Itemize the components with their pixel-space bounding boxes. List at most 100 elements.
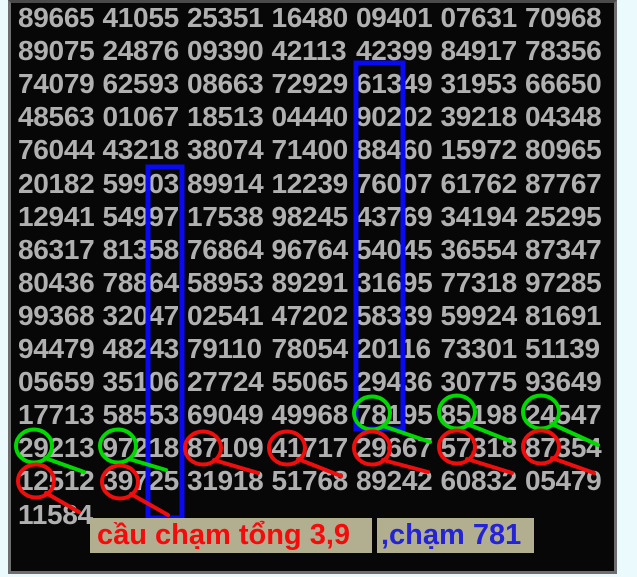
lottery-number: 31918 <box>187 465 264 497</box>
lottery-number: 62593 <box>102 68 180 100</box>
number-row: 17713 58553 69049 49968 78195 85198 24547 <box>18 398 618 432</box>
lottery-number: 55065 <box>271 366 349 398</box>
lottery-number: 36554 <box>440 233 518 265</box>
lottery-number: 76007 <box>356 167 433 199</box>
number-row: 12941 54997 17538 98245 43769 34194 25295 <box>18 200 618 234</box>
lottery-number: 89665 <box>18 2 95 33</box>
lottery-number: 12512 <box>18 465 95 497</box>
lottery-number: 93649 <box>525 366 602 398</box>
lottery-number: 99368 <box>18 299 95 331</box>
lottery-number: 88460 <box>356 134 433 166</box>
lottery-number: 87109 <box>187 432 264 464</box>
lottery-number: 80436 <box>18 266 95 298</box>
lottery-number: 35106 <box>102 366 180 398</box>
lottery-number: 61349 <box>356 68 433 100</box>
lottery-number: 02541 <box>187 299 264 331</box>
lottery-number: 60832 <box>440 465 518 497</box>
lottery-number: 31695 <box>356 266 433 298</box>
number-row: 29213 97218 87109 41717 29667 57318 87354 <box>18 431 618 465</box>
number-row: 89075 24876 09390 42113 42399 84917 78356 <box>18 34 618 68</box>
lottery-number: 76044 <box>18 134 95 166</box>
lottery-number: 30775 <box>440 366 518 398</box>
lottery-number: 04348 <box>525 101 602 133</box>
lottery-number: 66650 <box>525 68 602 100</box>
lottery-number: 24547 <box>525 399 602 431</box>
lottery-number: 84917 <box>440 35 518 67</box>
lottery-number: 47202 <box>271 299 349 331</box>
lottery-number: 48563 <box>18 101 95 133</box>
lottery-number: 41717 <box>271 432 349 464</box>
lottery-number: 43218 <box>102 134 180 166</box>
lottery-number: 69049 <box>187 399 264 431</box>
number-grid: 89665 41055 25351 16480 09401 07631 70968 89075… <box>18 1 623 541</box>
lottery-number: 57318 <box>440 432 518 464</box>
lottery-number: 78195 <box>356 399 433 431</box>
lottery-number: 01067 <box>102 101 180 133</box>
lottery-number: 09390 <box>187 35 264 67</box>
lottery-number: 07631 <box>440 2 518 33</box>
lottery-number: 58953 <box>187 266 264 298</box>
lottery-number: 31953 <box>440 68 518 100</box>
lottery-number: 94479 <box>18 333 95 364</box>
lottery-number: 54997 <box>102 200 180 232</box>
lottery-number: 25351 <box>187 2 264 33</box>
lottery-number: 77318 <box>440 266 518 298</box>
lottery-number: 42399 <box>356 35 433 67</box>
lottery-number: 27724 <box>187 366 264 398</box>
lottery-number: 98245 <box>271 200 349 232</box>
lottery-number: 12239 <box>271 167 349 199</box>
lottery-number: 17713 <box>18 399 95 431</box>
lottery-number: 89242 <box>356 465 433 497</box>
number-row: 12512 39725 31918 51768 89242 60832 05479 <box>18 464 618 498</box>
lottery-number: 78054 <box>271 333 349 364</box>
lottery-number: 58553 <box>102 399 180 431</box>
lottery-number: 20116 <box>356 333 431 364</box>
lottery-number: 78864 <box>102 266 180 298</box>
lottery-number: 51139 <box>525 333 600 364</box>
lottery-number: 25295 <box>525 200 602 232</box>
lottery-number: 74079 <box>18 68 95 100</box>
number-row: 94479 48243 79110 78054 20116 73301 51139 <box>18 332 618 366</box>
lottery-number: 59924 <box>440 299 518 331</box>
lottery-number: 29213 <box>18 432 95 464</box>
number-row: 86317 81358 76864 96764 54045 36554 87347 <box>18 233 618 267</box>
lottery-number: 29436 <box>356 366 433 398</box>
lottery-number: 43769 <box>356 200 433 232</box>
lottery-number: 17538 <box>187 200 264 232</box>
lottery-number: 87767 <box>525 167 602 199</box>
lottery-number: 34194 <box>440 200 518 232</box>
lottery-number: 58339 <box>356 299 433 331</box>
label-cham-781: ,chạm 781 <box>377 518 534 553</box>
number-row: 89665 41055 25351 16480 09401 07631 70968 <box>18 1 618 35</box>
lottery-number: 80965 <box>525 134 602 166</box>
lottery-number: 09401 <box>356 2 433 33</box>
lottery-number: 54045 <box>356 233 433 265</box>
lottery-number: 11584 <box>18 498 93 530</box>
lottery-number: 16480 <box>271 2 349 33</box>
lottery-number: 51768 <box>271 465 349 497</box>
lottery-number: 72929 <box>271 68 349 100</box>
lottery-number: 32047 <box>102 299 180 331</box>
lottery-number: 81691 <box>525 299 602 331</box>
lottery-number: 24876 <box>102 35 180 67</box>
lottery-number: 89075 <box>18 35 95 67</box>
number-row: 48563 01067 18513 04440 90202 39218 04348 <box>18 100 618 134</box>
number-row: 20182 59903 89914 12239 76007 61762 87767 <box>18 167 618 201</box>
lottery-number: 78356 <box>525 35 602 67</box>
lottery-number: 39725 <box>102 465 180 497</box>
lottery-number: 04440 <box>271 101 349 133</box>
number-row: 76044 43218 38074 71400 88460 15972 80965 <box>18 133 618 167</box>
number-row: 80436 78864 58953 89291 31695 77318 97285 <box>18 266 618 300</box>
lottery-number: 05659 <box>18 366 95 398</box>
lottery-number: 87347 <box>525 233 602 265</box>
number-row: 99368 32047 02541 47202 58339 59924 81691 <box>18 299 618 333</box>
lottery-number: 48243 <box>102 333 180 364</box>
lottery-number: 39218 <box>440 101 518 133</box>
lottery-number: 41055 <box>102 2 180 33</box>
lottery-number: 85198 <box>440 399 518 431</box>
lottery-number: 20182 <box>18 167 95 199</box>
lottery-number: 81358 <box>102 233 180 265</box>
lottery-number: 86317 <box>18 233 95 265</box>
lottery-number: 79110 <box>187 333 262 364</box>
lottery-number: 97218 <box>102 432 180 464</box>
